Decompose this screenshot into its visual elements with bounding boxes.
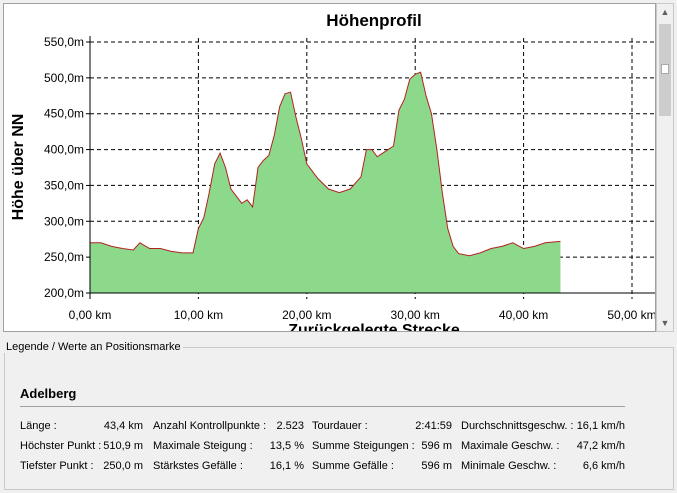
max-incline-value: 13,5 % xyxy=(269,440,304,452)
max-decline-value: 16,1 % xyxy=(269,460,304,472)
highest-point-value: 510,9 m xyxy=(103,440,143,452)
total-descent-label: Summe Gefälle : xyxy=(312,460,394,472)
y-tick-label: 250,0m xyxy=(44,250,84,264)
scroll-grip-icon xyxy=(661,64,669,74)
x-tick-label: 20,00 km xyxy=(282,308,331,322)
x-tick-label: 40,00 km xyxy=(499,308,548,322)
chart-title: Höhenprofil xyxy=(326,11,421,30)
checkpoints-value: 2.523 xyxy=(276,420,304,432)
y-tick-label: 450,0m xyxy=(44,107,84,121)
legend-caption: Legende / Werte an Positionsmarke xyxy=(4,341,183,353)
length-value: 43,4 km xyxy=(103,420,143,432)
chart-tick-labels: 200,0m 250,0m 300,0m 350,0m 400,0m 450,0m 500,… xyxy=(44,35,656,322)
max-incline-label: Maximale Steigung : xyxy=(153,440,253,452)
elevation-chart: 200,0m 250,0m 300,0m 350,0m 400,0m 450,0m 500,… xyxy=(10,11,656,332)
total-ascent-label: Summe Steigungen : xyxy=(312,440,415,452)
total-ascent-value: 596 m xyxy=(421,440,452,452)
highest-point-label: Höchster Punkt : xyxy=(20,440,102,452)
x-tick-label: 0,00 km xyxy=(69,308,112,322)
lowest-point-label: Tiefster Punkt : xyxy=(20,460,94,472)
lowest-point-value: 250,0 m xyxy=(103,460,143,472)
y-axis-label: Höhe über NN xyxy=(10,114,27,221)
y-tick-label: 300,0m xyxy=(44,214,84,228)
min-speed-value: 6,6 km/h xyxy=(582,460,625,472)
elevation-line xyxy=(90,71,561,257)
scroll-down-arrow-icon[interactable]: ▼ xyxy=(660,318,670,328)
total-descent-value: 596 m xyxy=(421,460,452,472)
route-name: Adelberg xyxy=(20,386,77,401)
length-label: Länge : xyxy=(20,420,57,432)
checkpoints-label: Anzahl Kontrollpunkte : xyxy=(153,420,267,432)
scroll-up-arrow-icon[interactable]: ▲ xyxy=(660,7,670,17)
max-decline-label: Stärkstes Gefälle : xyxy=(153,460,243,472)
y-tick-label: 350,0m xyxy=(44,178,84,192)
x-axis-label: Zurückgelegte Strecke xyxy=(288,322,460,332)
avg-speed-label: Durchschnittsgeschw. : xyxy=(461,420,574,432)
scroll-thumb[interactable] xyxy=(659,24,671,116)
elevation-area xyxy=(90,72,561,294)
chart-scrollbar[interactable]: ▲ ▼ xyxy=(656,3,674,332)
max-speed-value: 47,2 km/h xyxy=(576,440,625,452)
y-tick-label: 500,0m xyxy=(44,71,84,85)
legend-group xyxy=(4,347,674,490)
min-speed-label: Minimale Geschw. : xyxy=(461,460,557,472)
y-tick-label: 550,0m xyxy=(44,35,84,49)
duration-value: 2:41:59 xyxy=(415,420,452,432)
duration-label: Tourdauer : xyxy=(312,420,368,432)
y-tick-label: 200,0m xyxy=(44,286,84,300)
avg-speed-value: 16,1 km/h xyxy=(576,420,625,432)
y-tick-label: 400,0m xyxy=(44,143,84,157)
x-tick-label: 30,00 km xyxy=(391,308,440,322)
route-divider xyxy=(20,406,625,407)
elevation-chart-panel: 200,0m 250,0m 300,0m 350,0m 400,0m 450,0m 500,… xyxy=(3,3,656,332)
chart-axes xyxy=(86,36,655,299)
x-tick-label: 10,00 km xyxy=(174,308,223,322)
max-speed-label: Maximale Geschw. : xyxy=(461,440,560,452)
x-tick-label: 50,00 km xyxy=(607,308,656,322)
